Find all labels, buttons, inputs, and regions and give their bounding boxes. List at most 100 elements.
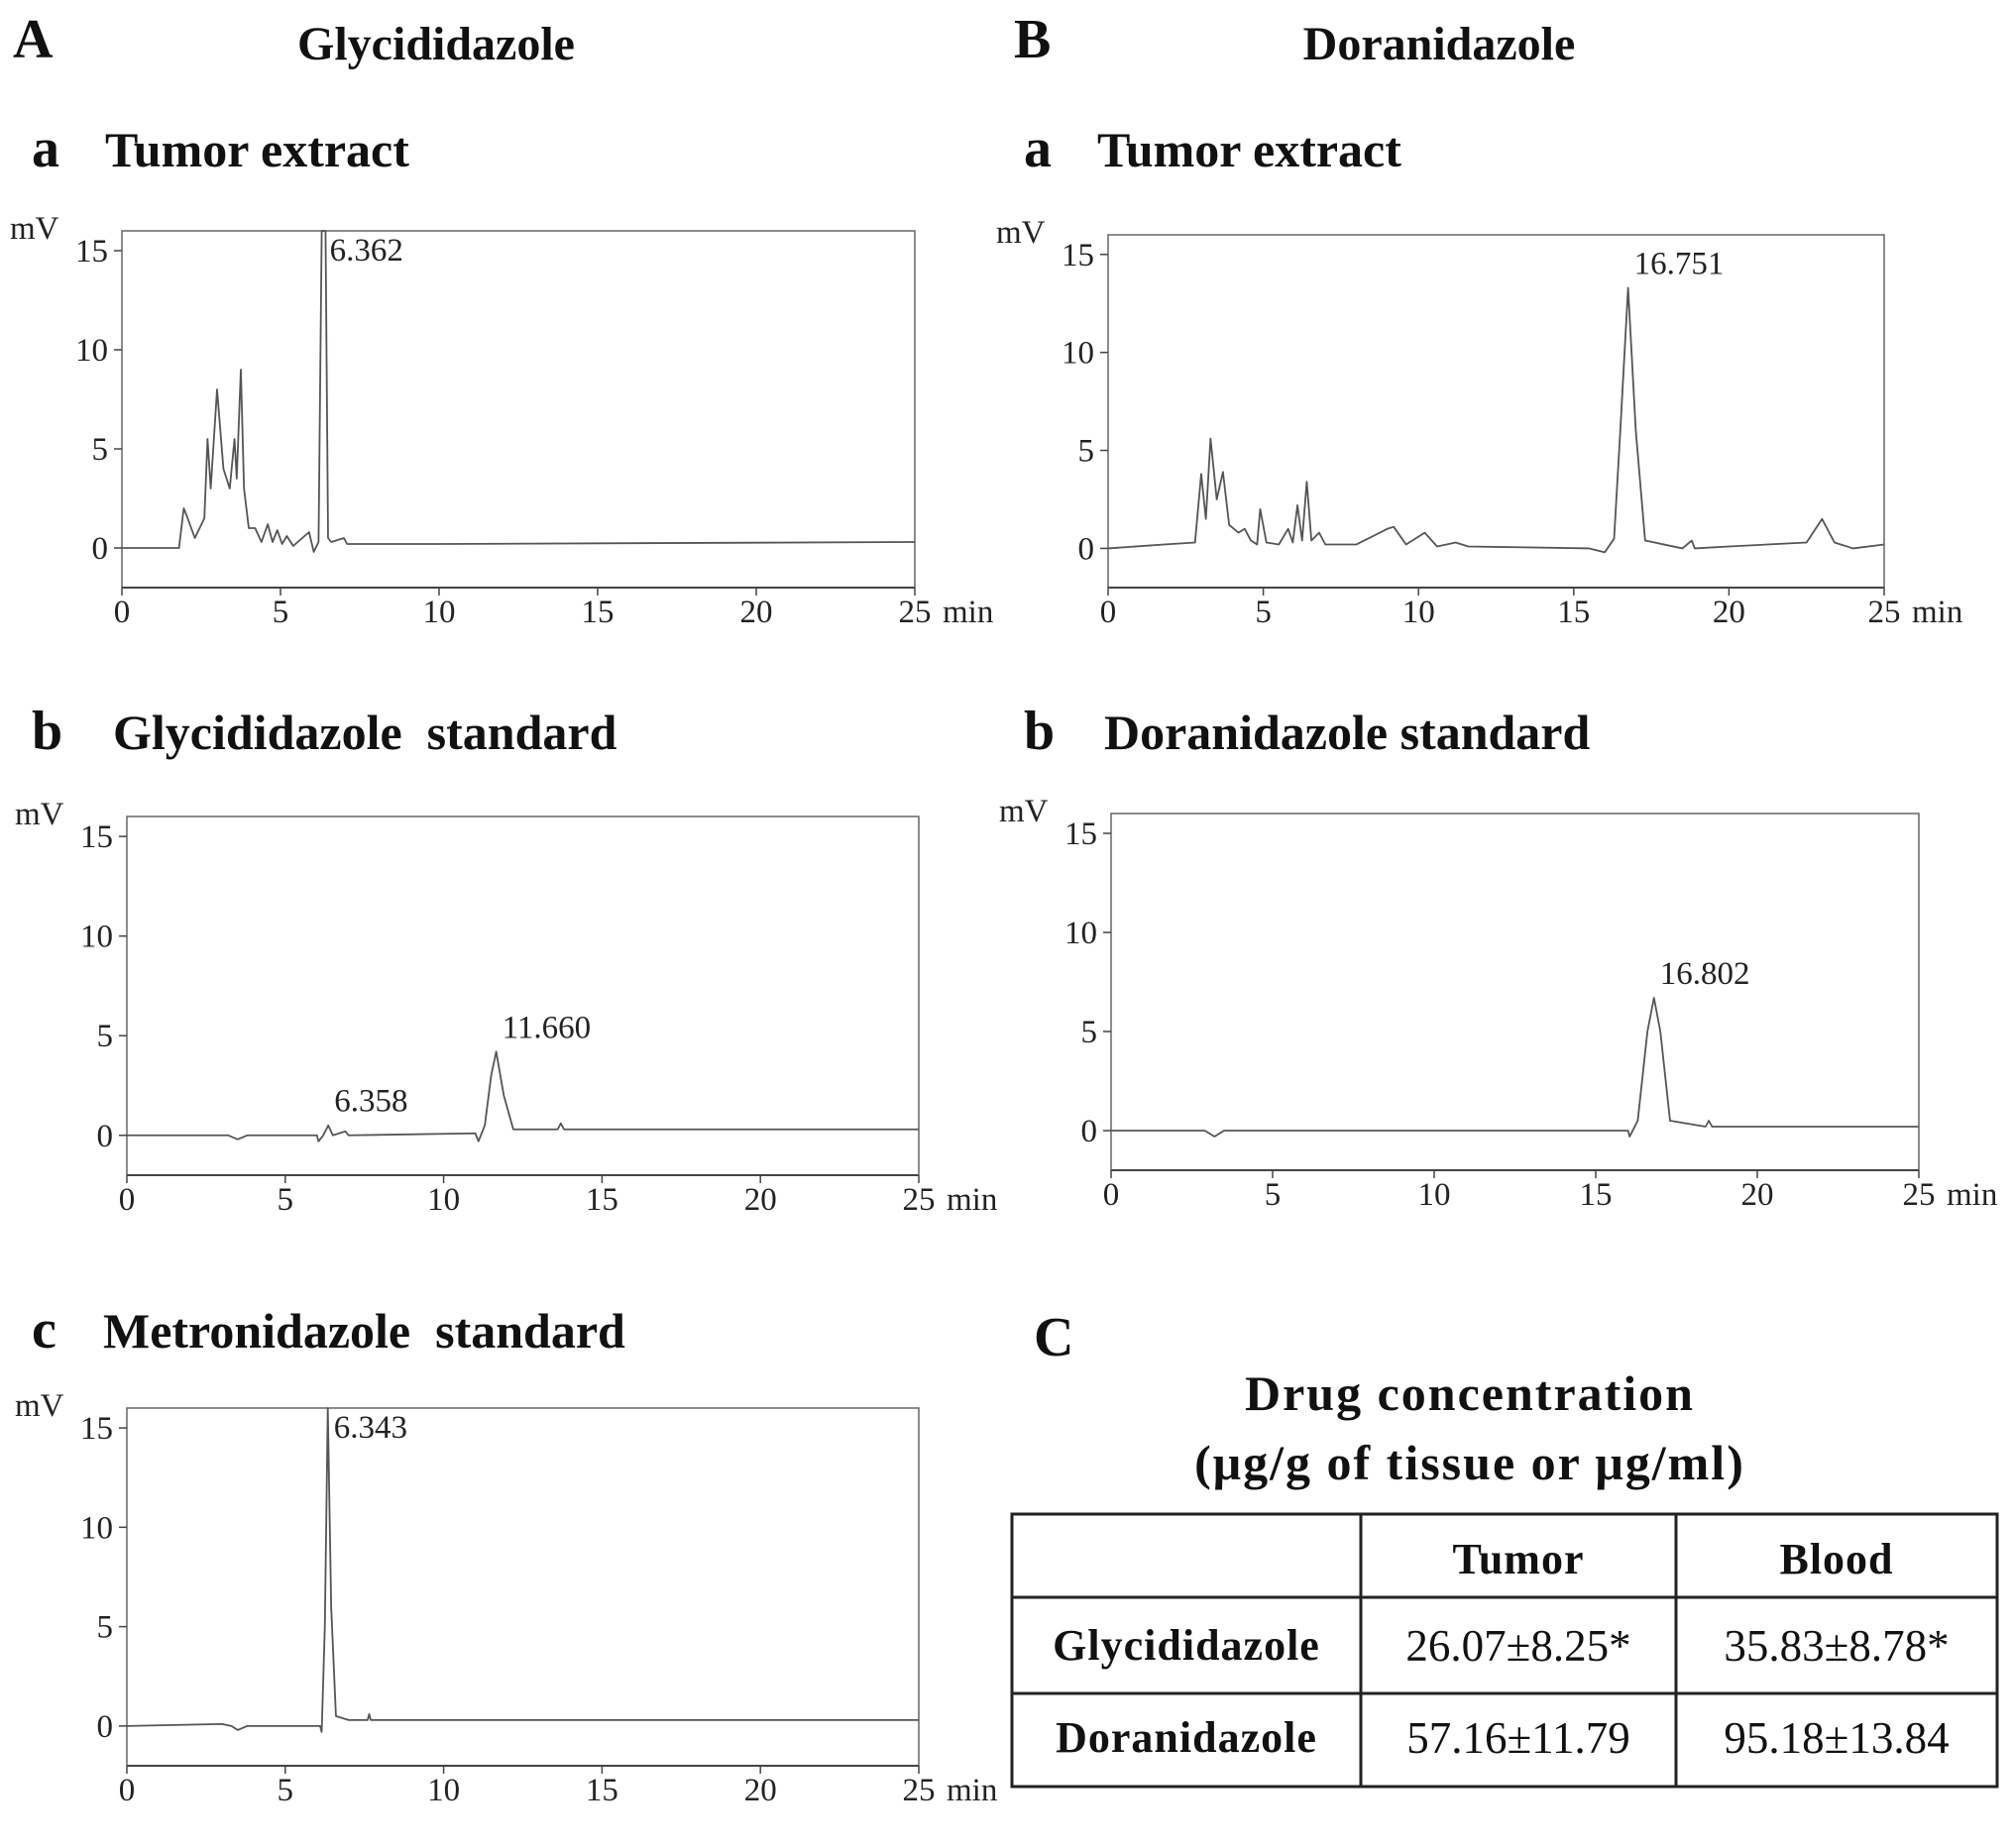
- plot-frame: [126, 815, 920, 1175]
- y-tick-label: 0: [97, 1119, 114, 1154]
- chart-title: Metronidazole standard: [103, 1303, 625, 1359]
- peak-label: 6.358: [334, 1084, 407, 1120]
- x-tick-label: 5: [278, 1773, 294, 1808]
- x-tick-label: 25: [903, 1182, 936, 1218]
- x-tick-label: 0: [119, 1182, 136, 1218]
- y-axis-label: mV: [15, 797, 64, 832]
- peak-label: 16.802: [1660, 956, 1750, 992]
- x-tick-label: 5: [278, 1182, 294, 1218]
- x-tick-label: 20: [1713, 595, 1745, 630]
- x-tick-label: 10: [427, 1773, 460, 1808]
- y-tick-label: 5: [97, 1019, 114, 1054]
- table-header: Blood: [1779, 1535, 1893, 1583]
- peak-label: 11.660: [503, 1010, 592, 1045]
- y-tick-label: 15: [75, 234, 108, 270]
- row-label: Glycididazole: [1053, 1621, 1320, 1670]
- plot-frame: [1110, 813, 1920, 1170]
- y-tick-label: 10: [75, 333, 108, 369]
- chart-title: Tumor extract: [1097, 122, 1401, 177]
- y-tick-label: 15: [1062, 238, 1094, 273]
- table-title: Drug concentration: [1245, 1365, 1695, 1421]
- x-tick-label: 25: [1903, 1177, 1936, 1213]
- x-tick-label: 20: [744, 1182, 777, 1218]
- trace: [127, 1050, 919, 1142]
- panel-letter: a: [32, 118, 59, 179]
- table-header: Tumor: [1453, 1535, 1585, 1583]
- panel-letter: b: [32, 701, 62, 762]
- x-tick-label: 15: [586, 1773, 618, 1808]
- y-tick-label: 5: [92, 432, 109, 468]
- table-title: (μg/g of tissue or μg/ml): [1194, 1435, 1745, 1490]
- y-axis-label: mV: [10, 211, 59, 247]
- x-tick-label: 25: [1868, 595, 1901, 630]
- panel-letter: b: [1024, 701, 1055, 762]
- x-tick-label: 15: [586, 1182, 618, 1218]
- column-title: Glycididazole: [297, 18, 575, 70]
- plot-frame: [126, 1407, 920, 1766]
- x-tick-label: 15: [1580, 1177, 1613, 1213]
- y-tick-label: 0: [1081, 1114, 1098, 1149]
- x-tick-label: 20: [1741, 1177, 1774, 1213]
- panel-letter: B: [1014, 9, 1051, 70]
- x-tick-label: 10: [1418, 1177, 1451, 1213]
- plot-frame: [1107, 234, 1885, 588]
- y-tick-label: 10: [80, 920, 113, 955]
- x-axis-label: min: [943, 595, 993, 630]
- y-tick-label: 10: [80, 1510, 113, 1546]
- plot-frame: [121, 230, 916, 588]
- peak-label: 6.362: [330, 233, 403, 269]
- x-tick-label: 20: [744, 1773, 777, 1808]
- x-tick-label: 10: [423, 595, 456, 630]
- x-tick-label: 0: [114, 595, 131, 630]
- x-axis-label: min: [947, 1773, 997, 1808]
- x-tick-label: 5: [1255, 595, 1272, 630]
- x-axis-label: min: [947, 1182, 997, 1218]
- y-tick-label: 10: [1062, 336, 1094, 372]
- x-tick-label: 5: [273, 595, 289, 630]
- y-tick-label: 10: [1064, 916, 1097, 951]
- table-cell: 35.83±8.78*: [1724, 1621, 1949, 1671]
- trace: [126, 1407, 919, 1733]
- x-tick-label: 0: [1103, 1177, 1120, 1213]
- table-border: [1010, 1512, 1999, 1789]
- peak-label: 16.751: [1634, 246, 1725, 281]
- x-tick-label: 25: [899, 595, 932, 630]
- x-tick-label: 15: [582, 595, 615, 630]
- table-cell: 26.07±8.25*: [1405, 1621, 1630, 1671]
- table: [1010, 1512, 1999, 1789]
- panel-letter: A: [13, 9, 54, 70]
- x-tick-label: 0: [119, 1773, 136, 1808]
- trace: [1107, 286, 1885, 554]
- chart-title: Glycididazole standard: [113, 705, 617, 760]
- y-tick-label: 15: [1064, 816, 1097, 852]
- y-tick-label: 0: [92, 531, 109, 567]
- y-tick-label: 5: [97, 1610, 114, 1646]
- table-cell: 57.16±11.79: [1406, 1713, 1630, 1763]
- y-axis-label: mV: [15, 1388, 64, 1424]
- y-tick-label: 5: [1078, 434, 1095, 470]
- panel-letter: a: [1024, 118, 1052, 179]
- chart-title: Doranidazole standard: [1104, 705, 1591, 760]
- y-tick-label: 0: [97, 1709, 114, 1745]
- row-label: Doranidazole: [1056, 1713, 1317, 1762]
- x-tick-label: 0: [1100, 595, 1117, 630]
- x-tick-label: 10: [1402, 595, 1435, 630]
- y-tick-label: 5: [1081, 1015, 1098, 1050]
- y-tick-label: 15: [80, 1411, 113, 1447]
- y-axis-label: mV: [996, 215, 1046, 251]
- y-tick-label: 15: [80, 819, 113, 855]
- x-tick-label: 25: [903, 1773, 936, 1808]
- x-axis-label: min: [1912, 595, 1962, 630]
- trace: [122, 230, 916, 553]
- panel-letter: C: [1034, 1307, 1073, 1368]
- x-tick-label: 5: [1265, 1177, 1282, 1213]
- table-cell: 95.18±13.84: [1724, 1713, 1949, 1763]
- panel-letter: c: [32, 1299, 56, 1360]
- y-axis-label: mV: [999, 794, 1049, 829]
- column-title: Doranidazole: [1303, 18, 1576, 70]
- peak-label: 6.343: [334, 1410, 407, 1446]
- x-tick-label: 15: [1557, 595, 1590, 630]
- x-tick-label: 20: [740, 595, 773, 630]
